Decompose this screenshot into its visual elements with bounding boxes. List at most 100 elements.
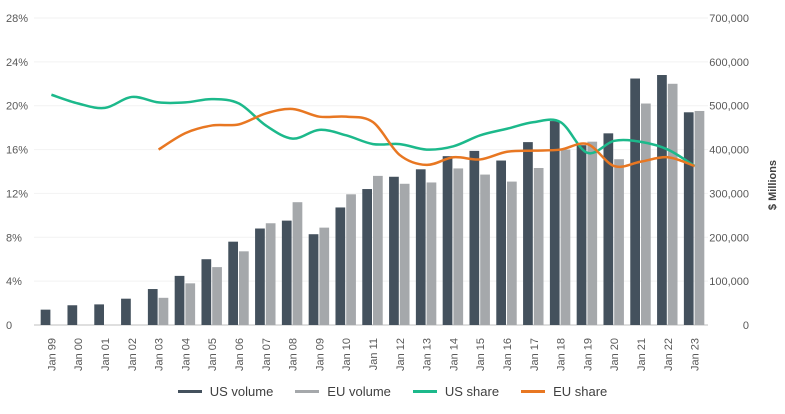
right-tick-label: 500,000	[709, 101, 749, 113]
x-tick-label: Jan 04	[180, 338, 192, 371]
bar-eu-volume	[667, 83, 678, 326]
bar-us-volume	[389, 176, 399, 325]
x-tick-label: Jan 15	[475, 338, 487, 371]
bar-us-volume	[496, 160, 506, 325]
x-tick-label: Jan 22	[663, 338, 675, 371]
bar-eu-volume	[480, 174, 490, 325]
x-tick-label: Jan 08	[288, 338, 300, 371]
right-tick-label: 200,000	[709, 232, 749, 244]
x-tick-label: Jan 06	[234, 338, 246, 371]
x-tick-label: Jan 09	[314, 338, 326, 371]
legend-item-us-share: US share	[412, 384, 500, 399]
right-tick-label: 100,000	[709, 276, 749, 288]
bar-eu-volume	[239, 251, 249, 325]
bar-us-volume	[174, 275, 185, 325]
x-tick-label: Jan 05	[207, 338, 219, 371]
legend-item-eu-volume: EU volume	[295, 384, 391, 399]
bar-eu-volume	[614, 159, 624, 325]
legend-label-us-volume: US volume	[209, 384, 274, 399]
bar-us-volume	[335, 207, 346, 325]
x-tick-label: Jan 21	[636, 338, 648, 371]
right-tick-label: 600,000	[709, 57, 749, 69]
bar-eu-volume	[641, 103, 651, 326]
x-tick-label: Jan 01	[100, 338, 112, 371]
bar-us-volume	[523, 142, 533, 325]
legend: US volume EU volume US share EU share	[0, 384, 785, 399]
line-us-share	[51, 93, 696, 168]
legend-item-us-volume: US volume	[177, 384, 274, 399]
x-tick-label: Jan 18	[556, 338, 568, 371]
bar-us-volume	[121, 298, 131, 325]
right-tick-label: 0	[743, 320, 749, 332]
bar-eu-volume	[587, 141, 598, 325]
right-tick-label: 700,000	[709, 13, 749, 25]
left-tick-label: 20%	[6, 101, 28, 113]
bar-us-volume	[201, 259, 212, 325]
x-tick-label: Jan 16	[502, 338, 514, 371]
bar-eu-volume	[212, 267, 222, 325]
right-tick-label: 400,000	[709, 145, 749, 157]
bar-eu-volume	[346, 194, 356, 325]
x-tick-label: Jan 03	[154, 338, 166, 371]
x-tick-label: Jan 23	[690, 338, 702, 371]
left-tick-label: 0	[6, 320, 12, 332]
bar-eu-volume	[185, 283, 196, 325]
x-tick-label: Jan 07	[261, 338, 273, 371]
x-tick-label: Jan 02	[127, 338, 139, 371]
bar-eu-volume	[399, 183, 410, 325]
right-tick-label: 300,000	[709, 188, 749, 200]
bar-eu-volume	[507, 181, 517, 325]
bar-eu-volume	[373, 175, 383, 325]
bar-us-volume	[362, 189, 372, 325]
bar-us-volume	[67, 305, 78, 325]
left-tick-label: 28%	[6, 13, 28, 25]
bar-us-volume	[415, 169, 426, 325]
bar-us-volume	[40, 309, 51, 325]
left-tick-label: 12%	[6, 188, 28, 200]
bar-eu-volume	[694, 110, 705, 325]
legend-label-us-share: US share	[444, 384, 500, 399]
right-axis-label: $ Millions	[767, 160, 779, 210]
legend-swatch-eu-share	[521, 390, 546, 393]
x-axis-ticks: Jan 99 Jan 00 Jan 01 Jan 02 Jan 03 Jan 04 Jan …	[46, 338, 701, 371]
legend-item-eu-share: EU share	[521, 384, 607, 399]
legend-label-eu-volume: EU volume	[327, 384, 391, 399]
x-tick-label: Jan 20	[609, 338, 621, 371]
x-tick-label: Jan 00	[73, 338, 85, 371]
bar-us-volume	[549, 121, 560, 325]
bar-eu-volume	[560, 149, 571, 325]
bar-us-volume	[255, 228, 265, 325]
bar-eu-volume	[265, 223, 276, 325]
bar-us-volume	[147, 289, 158, 325]
x-tick-label: Jan 17	[529, 338, 541, 371]
bar-eu-volume	[426, 182, 437, 325]
x-tick-label: Jan 99	[46, 338, 58, 371]
bar-us-volume	[603, 133, 614, 325]
bar-eu-volume	[319, 227, 330, 325]
left-tick-label: 4%	[6, 276, 22, 288]
bars	[40, 75, 705, 326]
x-tick-label: Jan 10	[341, 338, 353, 371]
share-lines	[51, 93, 696, 169]
x-tick-label: Jan 19	[582, 338, 594, 371]
bar-us-volume	[94, 304, 104, 325]
bar-us-volume	[630, 78, 640, 325]
bar-eu-volume	[533, 167, 544, 325]
legend-swatch-eu-volume	[295, 390, 320, 393]
bar-us-volume	[683, 112, 694, 326]
bar-us-volume	[308, 234, 319, 325]
left-tick-label: 16%	[6, 145, 28, 157]
right-axis-ticks: 0 100,000 200,000 300,000 400,000 500,000 600,…	[709, 13, 749, 332]
bar-us-volume	[442, 156, 453, 325]
x-tick-label: Jan 13	[422, 338, 434, 371]
x-tick-label: Jan 14	[448, 338, 460, 371]
bar-eu-volume	[453, 168, 464, 325]
bar-us-volume	[576, 145, 587, 325]
bar-us-volume	[469, 150, 480, 325]
x-tick-label: Jan 11	[368, 338, 380, 370]
bar-eu-volume	[292, 202, 303, 325]
x-tick-label: Jan 12	[395, 338, 407, 371]
left-tick-label: 8%	[6, 232, 22, 244]
bar-us-volume	[281, 220, 292, 325]
